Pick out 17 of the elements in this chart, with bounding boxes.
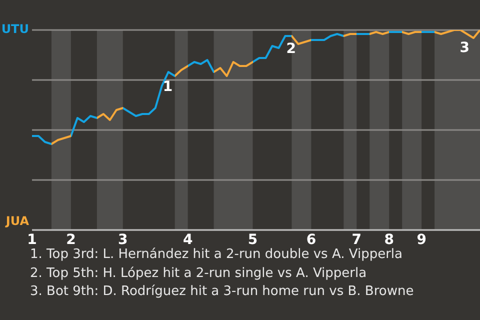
annotation: 3 (460, 40, 470, 56)
x-tick-label: 9 (416, 232, 426, 248)
text: 1. Top 3rd: L. Hernández hit a 2-run double vs A. Vipperla (30, 246, 404, 264)
x-tick-label: 6 (306, 232, 316, 248)
annotation: 1 (162, 79, 173, 95)
text: 2. Top 5th: H. López hit a 2-run single vs A. Vipperla (30, 264, 368, 282)
text: UTU (0, 22, 29, 37)
text: 3. Bot 9th: D. Rodríguez hit a 3-run home run vs B. Browne (30, 283, 414, 301)
x-tick-label: 8 (384, 232, 394, 248)
x-tick-label: 5 (248, 232, 258, 248)
x-tick-label: 2 (66, 232, 76, 248)
annotation: 2 (286, 41, 296, 57)
x-tick-label: 7 (352, 232, 362, 248)
x-tick-label: 4 (182, 232, 193, 248)
text: JUA (4, 214, 29, 229)
x-tick-label: 1 (27, 232, 37, 248)
x-tick-label: 3 (118, 232, 128, 248)
